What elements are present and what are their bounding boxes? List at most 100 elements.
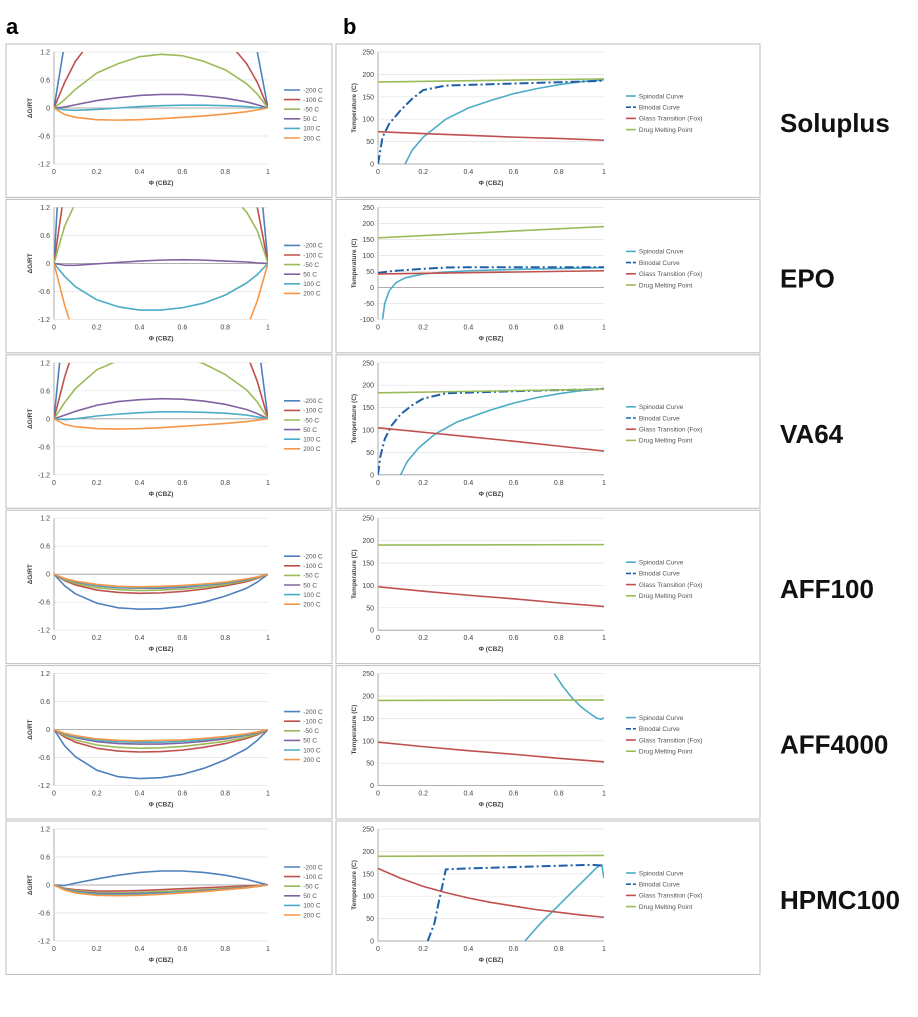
y-tick-label: 150 (362, 405, 374, 412)
y-tick-label: -0.6 (38, 289, 50, 296)
x-axis-label: Φ (CBZ) (479, 802, 504, 809)
y-tick-label: 0.6 (40, 544, 50, 551)
series-line-spinodal-curve (399, 387, 604, 475)
chart-a-epo: -1.2 -0.6 0 0.6 1.2 0 0.2 0.4 0.6 0.8 1 Φ (CBZ) ΔG/R… (27, 205, 323, 343)
x-tick-label: 0.4 (135, 169, 145, 176)
x-tick-label: 0.6 (509, 791, 519, 798)
legend-label: 50 C (303, 116, 317, 123)
chart-b-soluplus: 0 50 100 150 200 250 0 0.2 0.4 0.6 0.8 1 Φ (CBZ) Temp… (351, 50, 702, 188)
series-line-binodal-curve (378, 387, 604, 475)
series-group (378, 673, 604, 763)
series-line-100-c (54, 52, 268, 109)
series-line-glass-transition-fox (378, 269, 604, 275)
y-tick-label: 1.2 (40, 50, 50, 57)
legend-label: -100 C (303, 874, 323, 881)
y-tick-label: 150 (362, 561, 374, 568)
x-tick-label: 0 (52, 169, 56, 176)
legend-label: Spinodal Curve (639, 404, 684, 411)
legend-label: -50 C (303, 262, 319, 269)
series-line-drug-melting-point (378, 388, 604, 394)
x-tick-label: 0.6 (509, 480, 519, 487)
x-tick-label: 1 (602, 791, 606, 798)
series-group (54, 573, 268, 610)
y-tick-label: 0 (370, 472, 374, 479)
x-tick-label: 1 (266, 324, 270, 331)
chart-b-aff4000: 0 50 100 150 200 250 0 0.2 0.4 0.6 0.8 1 Φ (CBZ) Temp… (351, 671, 702, 809)
x-tick-label: 0 (52, 324, 56, 331)
series-line-100-c (54, 411, 268, 421)
x-tick-label: 0.2 (418, 635, 428, 642)
x-tick-label: 0.4 (464, 324, 474, 331)
y-tick-label: 0.6 (40, 233, 50, 240)
y-tick-label: -1.2 (38, 472, 50, 479)
y-axis-label: Temperature (C) (351, 549, 358, 599)
x-tick-label: 0.2 (418, 946, 428, 953)
x-tick-label: 0.2 (92, 169, 102, 176)
x-tick-label: 1 (266, 946, 270, 953)
polymer-label-aff100: AFF100 (780, 574, 874, 604)
y-tick-label: 250 (362, 360, 374, 367)
y-tick-label: 0 (46, 416, 50, 423)
x-tick-label: 0 (376, 480, 380, 487)
y-tick-label: 50 (366, 605, 374, 612)
y-axis-label: ΔG/RT (27, 409, 34, 429)
x-tick-label: 1 (266, 791, 270, 798)
legend-label: -100 C (303, 719, 323, 726)
series-line-200-c (54, 728, 268, 742)
y-tick-label: -50 (364, 301, 374, 308)
x-axis-label: Φ (CBZ) (479, 491, 504, 498)
legend-label: Drug Melting Point (639, 438, 693, 445)
chart-b-epo: -100 -50 0 50 100 150 200 250 0 0.2 0.4 0.6 0.8 1 Φ (C… (351, 205, 702, 343)
series-line-200-c (54, 729, 268, 780)
legend-label: -50 C (303, 573, 319, 580)
legend-label: Binodal Curve (639, 260, 680, 267)
legend-label: 200 C (303, 135, 321, 142)
y-axis-label: ΔG/RT (27, 253, 34, 273)
series-line-binodal-curve (426, 863, 604, 941)
y-tick-label: 200 (362, 538, 374, 545)
series-line-50-c (54, 573, 268, 592)
y-tick-label: 100 (362, 117, 374, 124)
x-tick-label: 0.6 (509, 169, 519, 176)
x-axis-label: Φ (CBZ) (149, 180, 174, 187)
legend-label: Glass Transition (Fox) (639, 893, 703, 900)
panel-a-frame-hpmc100 (5, 820, 333, 975)
legend-label: -100 C (303, 97, 323, 104)
series-line-drug-melting-point (378, 225, 604, 239)
x-tick-label: 0.8 (554, 635, 564, 642)
legend-label: 200 C (303, 602, 321, 609)
x-tick-label: 0.4 (135, 791, 145, 798)
y-tick-label: 50 (366, 450, 374, 457)
y-tick-label: -0.6 (38, 755, 50, 762)
x-tick-label: 0 (376, 791, 380, 798)
x-tick-label: 0.8 (220, 791, 230, 798)
x-tick-label: 0 (376, 946, 380, 953)
legend-label: Drug Melting Point (639, 904, 693, 911)
series-line-200-c (54, 418, 268, 430)
x-tick-label: 1 (266, 169, 270, 176)
legend-label: -200 C (303, 87, 323, 94)
y-tick-label: 150 (362, 871, 374, 878)
y-axis-label: Temperature (C) (351, 394, 358, 444)
x-tick-label: 0.4 (464, 791, 474, 798)
x-tick-label: 0.4 (135, 946, 145, 953)
legend-label: 200 C (303, 446, 321, 453)
y-tick-label: 0 (46, 106, 50, 113)
x-tick-label: 0.6 (509, 946, 519, 953)
legend-label: 200 C (303, 912, 321, 919)
legend-label: -100 C (303, 252, 323, 259)
series-line-binodal-curve (378, 79, 604, 164)
x-tick-label: 1 (602, 169, 606, 176)
y-tick-label: -1.2 (38, 783, 50, 790)
panel-b-frame-va64 (335, 354, 761, 509)
legend-label: 50 C (303, 272, 317, 279)
y-tick-label: 0.6 (40, 855, 50, 862)
panel-b-frame-soluplus (335, 43, 761, 198)
series-line-100-c (54, 884, 268, 892)
x-tick-label: 0.6 (509, 324, 519, 331)
y-tick-label: 0 (46, 883, 50, 890)
x-tick-label: 0.8 (554, 946, 564, 953)
series-group (54, 362, 268, 430)
y-tick-label: -0.6 (38, 911, 50, 918)
y-tick-label: 200 (362, 221, 374, 228)
